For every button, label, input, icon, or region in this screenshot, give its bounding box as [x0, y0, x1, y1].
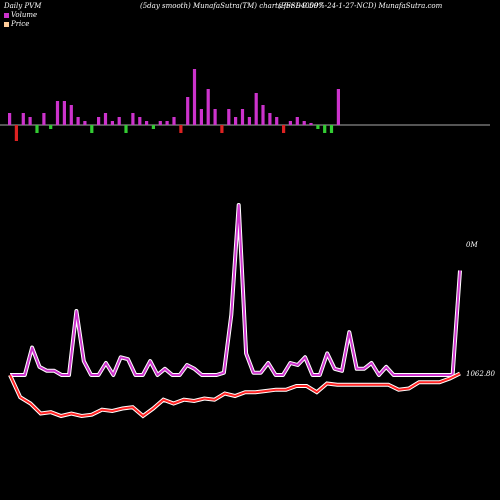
- volume-bar: [28, 117, 32, 125]
- volume-bar: [83, 121, 87, 125]
- chart-header-center: (5day smooth) MunafaSutra(TM) charts for…: [140, 2, 323, 10]
- volume-bar: [275, 117, 279, 125]
- volume-bar: [336, 89, 340, 125]
- volume-bar: [97, 117, 101, 125]
- volume-bar: [76, 117, 80, 125]
- volume-bar: [240, 109, 245, 125]
- volume-bar: [316, 125, 320, 129]
- volume-bar: [165, 121, 169, 125]
- volume-bar: [261, 105, 265, 125]
- volume-bar: [220, 125, 224, 133]
- legend-price-swatch: [4, 21, 9, 27]
- volume-bar: [131, 113, 135, 125]
- chart-header-left: Daily PVM: [4, 2, 42, 10]
- lines: [8, 203, 462, 419]
- chart-header-right: (EFSL-9.50%-24-1-27-NCD) MunafaSutra.com: [278, 2, 443, 10]
- volume-bar: [124, 125, 128, 133]
- volume-bars: [8, 69, 340, 141]
- volume-bar: [323, 125, 327, 133]
- volume-bar: [329, 125, 334, 133]
- volume-bar: [186, 97, 190, 125]
- legend-volume: Volume: [4, 11, 37, 19]
- volume-line: [10, 204, 461, 376]
- price-line-glow: [8, 371, 461, 419]
- legend-volume-label: Volume: [11, 11, 38, 19]
- volume-bar: [234, 117, 238, 125]
- volume-bar: [14, 125, 18, 141]
- volume-bar: [35, 125, 39, 133]
- volume-bar: [69, 105, 73, 125]
- volume-bar: [247, 117, 251, 125]
- volume-bar: [21, 113, 25, 125]
- volume-bar: [213, 109, 217, 125]
- volume-bar: [295, 117, 299, 125]
- volume-bar: [268, 113, 272, 125]
- price-end-label: 1062.80: [466, 370, 495, 378]
- volume-bar: [288, 121, 292, 125]
- volume-bar: [55, 101, 60, 125]
- volume-bar: [192, 69, 197, 125]
- volume-bar: [302, 121, 306, 125]
- volume-bar: [158, 121, 162, 125]
- price-line: [9, 372, 461, 418]
- volume-bar: [282, 125, 286, 133]
- volume-bar: [110, 121, 114, 125]
- volume-bar: [117, 117, 121, 125]
- volume-bar: [62, 101, 66, 125]
- volume-bar: [90, 125, 94, 133]
- volume-bar: [49, 125, 53, 129]
- volume-bar: [151, 125, 155, 129]
- volume-bar: [227, 109, 231, 125]
- volume-bar: [138, 117, 142, 125]
- volume-bar: [145, 121, 149, 125]
- volume-bar: [42, 113, 46, 125]
- volume-end-label: 0M: [466, 241, 478, 249]
- volume-bar: [103, 113, 108, 125]
- legend-price-label: Price: [11, 20, 30, 28]
- volume-bar: [179, 125, 183, 133]
- volume-bar: [8, 113, 12, 125]
- volume-bar: [172, 117, 176, 125]
- volume-bar: [309, 123, 313, 125]
- legend-price: Price: [4, 20, 29, 28]
- legend-volume-swatch: [4, 12, 9, 18]
- volume-bar: [254, 93, 258, 125]
- volume-bar: [199, 109, 203, 125]
- volume-bar: [206, 89, 210, 125]
- volume-line-glow: [10, 203, 462, 377]
